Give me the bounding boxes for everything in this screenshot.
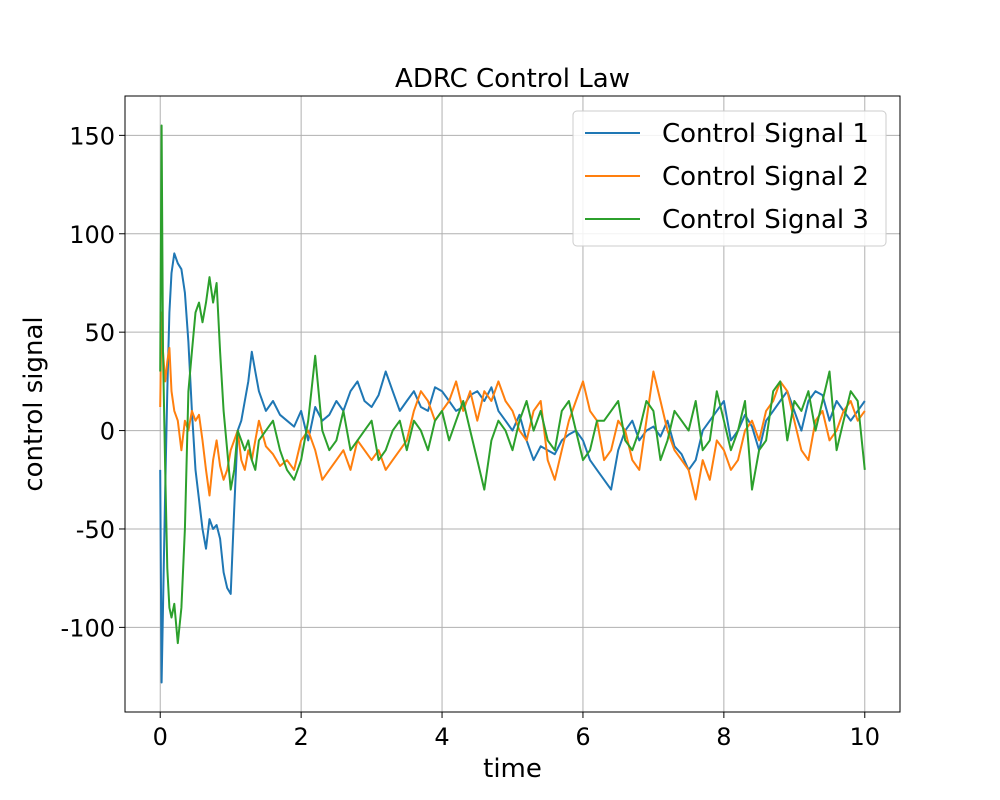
legend-label-1: Control Signal 1 [662, 119, 869, 149]
chart-title: ADRC Control Law [395, 64, 630, 94]
series-line-1 [159, 252, 866, 684]
x-tick-label: 10 [849, 723, 880, 751]
y-tick-label: 0 [100, 418, 115, 446]
y-tick-label: -50 [76, 516, 115, 544]
x-tick-label: 0 [153, 723, 168, 751]
x-tick-label: 4 [434, 723, 449, 751]
series-layer [159, 124, 866, 684]
y-tick-label: 150 [69, 122, 115, 150]
x-axis-label: time [483, 754, 542, 784]
legend-label-3: Control Signal 3 [662, 205, 869, 235]
plot-frame [124, 95, 901, 713]
x-tick-label: 8 [716, 723, 731, 751]
series-line-2 [159, 311, 866, 501]
legend-label-2: Control Signal 2 [662, 162, 869, 192]
series-line-3 [159, 124, 866, 645]
x-tick-label: 2 [293, 723, 308, 751]
y-tick-label: -100 [61, 614, 115, 642]
y-tick-label: 100 [69, 221, 115, 249]
y-tick-label: 50 [84, 319, 115, 347]
legend: Control Signal 1 Control Signal 2 Control … [572, 110, 887, 247]
x-tick-label: 6 [575, 723, 590, 751]
y-axis-label: control signal [19, 316, 49, 491]
axis-ticks: 0 2 4 6 8 10 -100 -50 0 50 100 150 [61, 122, 881, 751]
legend-box [572, 110, 887, 247]
